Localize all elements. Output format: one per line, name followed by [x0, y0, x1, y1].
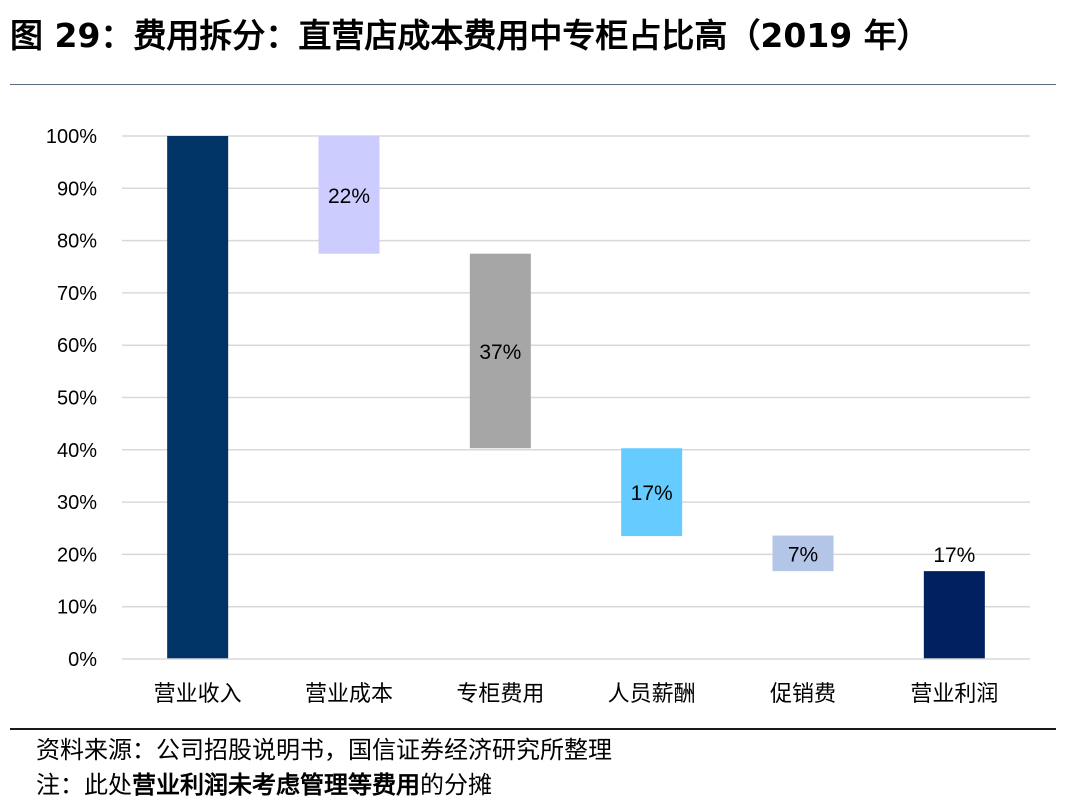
source-label: 资料来源：: [36, 736, 156, 764]
footer-divider: [10, 728, 1056, 730]
bar: [469, 253, 531, 449]
data-label: 17%: [631, 482, 673, 505]
data-label: 7%: [788, 543, 818, 566]
y-tick-label: 70%: [57, 283, 97, 305]
y-tick-label: 80%: [57, 231, 97, 253]
x-category-label: 营业利润: [910, 682, 998, 707]
y-tick-label: 60%: [57, 335, 97, 357]
x-category-label: 人员薪酬: [608, 682, 696, 707]
data-label: 22%: [328, 185, 370, 208]
y-tick-label: 90%: [57, 178, 97, 200]
y-axis-ticks: 0% 10% 20% 30% 40% 50% 60% 70% 80% 90% 100%: [46, 126, 97, 671]
bars: [167, 136, 985, 659]
footnote-suffix: 的分摊: [420, 771, 492, 799]
footnote: 注：此处营业利润未考虑管理等费用的分摊: [36, 769, 492, 801]
bar: [318, 136, 380, 254]
footnote-bold: 营业利润未考虑管理等费用: [132, 771, 420, 799]
x-category-label: 营业成本: [305, 682, 393, 707]
x-category-label: 促销费: [770, 682, 836, 707]
y-tick-label: 50%: [57, 388, 97, 410]
gridlines: [122, 135, 1030, 608]
footnote-label: 注：: [36, 771, 84, 799]
x-category-label: 专柜费用: [456, 682, 544, 707]
figure-title: 图 29：费用拆分：直营店成本费用中专柜占比高（2019 年）: [10, 16, 930, 55]
y-tick-label: 0%: [68, 649, 97, 671]
data-label: 37%: [479, 341, 521, 364]
bar: [167, 136, 229, 659]
x-axis: 营业收入 营业成本 专柜费用 人员薪酬 促销费 营业利润: [122, 658, 1030, 707]
y-tick-label: 20%: [57, 544, 97, 566]
bar: [621, 448, 683, 537]
y-tick-label: 30%: [57, 492, 97, 514]
x-category-label: 营业收入: [154, 682, 242, 707]
title-divider: [10, 84, 1056, 85]
data-labels: 22% 37% 17% 7% 17%: [328, 185, 975, 567]
y-tick-label: 40%: [57, 440, 97, 462]
waterfall-chart: 0% 10% 20% 30% 40% 50% 60% 70% 80% 90% 100% 22% 37%…: [46, 126, 1030, 707]
source-note: 资料来源：公司招股说明书，国信证券经济研究所整理: [36, 734, 612, 766]
bar: [923, 571, 985, 659]
footnote-prefix: 此处: [84, 771, 132, 799]
y-tick-label: 100%: [46, 126, 97, 148]
data-label: 17%: [933, 544, 975, 567]
y-tick-label: 10%: [57, 597, 97, 619]
bar: [772, 535, 834, 572]
source-text: 公司招股说明书，国信证券经济研究所整理: [156, 736, 612, 764]
